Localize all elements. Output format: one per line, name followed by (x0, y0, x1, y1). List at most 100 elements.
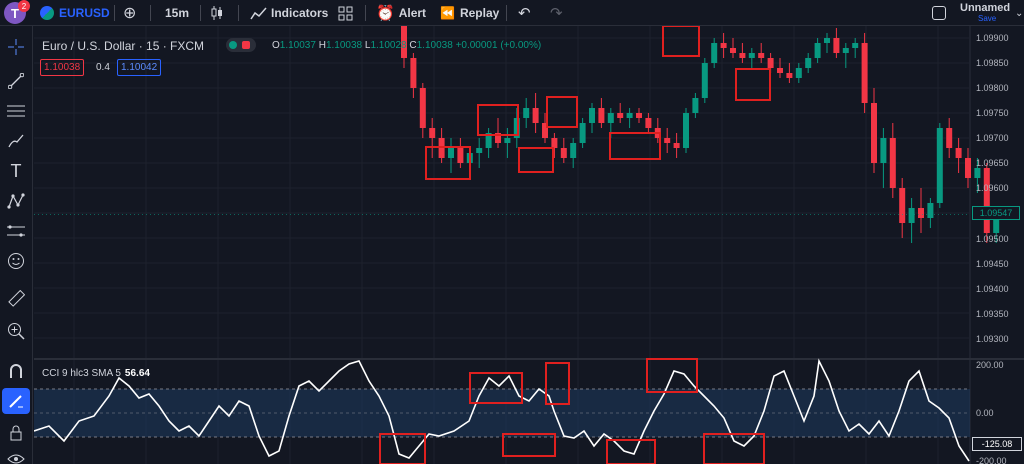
candle-body (701, 63, 708, 98)
price-axis-label: 1.09650 (976, 158, 1009, 168)
forecast-icon[interactable] (2, 218, 30, 244)
candle-body (401, 26, 407, 58)
candle-body (410, 58, 417, 88)
layout-checkbox[interactable] (932, 0, 946, 26)
candle-body (993, 218, 1000, 233)
ruler-icon[interactable] (2, 286, 30, 312)
candle-body (983, 168, 990, 233)
candle-body (861, 43, 868, 103)
lock-icon[interactable] (2, 420, 30, 446)
fib-icon[interactable] (2, 98, 30, 124)
candle-body (927, 203, 934, 218)
candle-body (871, 103, 877, 163)
candle-body (626, 113, 633, 118)
emoji-icon[interactable] (2, 248, 30, 274)
layout-name[interactable]: Unnamed (960, 2, 1011, 14)
templates-button[interactable] (338, 0, 353, 26)
zoom-in-icon[interactable] (2, 318, 30, 344)
candle-body (589, 108, 595, 123)
highlight-box (477, 104, 519, 136)
candle-body (730, 48, 736, 53)
chart-legend-title[interactable]: Euro / U.S. Dollar · 15 · FXCM (42, 39, 205, 53)
candle-body (833, 38, 840, 53)
candle-body (504, 138, 511, 143)
candle-body (758, 53, 765, 58)
candle-body (636, 113, 642, 118)
price-axis-label: 1.09850 (976, 58, 1009, 68)
buy-price-button[interactable]: 1.10042 (117, 59, 162, 76)
templates-icon (338, 6, 353, 20)
pattern-icon[interactable] (2, 188, 30, 214)
candle-body (429, 128, 436, 138)
candle-body (908, 208, 915, 223)
candle-body (936, 128, 943, 203)
cci-legend[interactable]: CCI 9 hlc3 SMA 5 56.64 (42, 368, 150, 379)
magnet-icon[interactable] (2, 358, 30, 384)
undo-icon[interactable]: ↶ (518, 5, 531, 22)
indicators-label: Indicators (271, 6, 329, 20)
candle-body (579, 123, 586, 143)
indicators-button[interactable]: Indicators (250, 0, 328, 26)
save-label[interactable]: Save (978, 14, 997, 23)
highlight-box (703, 433, 765, 464)
candle-body (419, 88, 426, 128)
price-axis-label: 1.09900 (976, 33, 1009, 43)
redo-icon[interactable]: ↷ (550, 5, 563, 22)
symbol-search-button[interactable]: EURUSD (40, 0, 110, 26)
price-axis-label: 1.09800 (976, 83, 1009, 93)
cci-axis-label: -200.00 (976, 456, 1007, 464)
eye-icon[interactable] (2, 446, 30, 464)
compare-add-icon[interactable]: ⊕ (123, 5, 137, 22)
candle-body (814, 43, 821, 58)
trendline-icon[interactable] (2, 68, 30, 94)
alert-button[interactable]: ⏰ Alert (376, 0, 426, 26)
candle-body (692, 98, 699, 113)
chart-area[interactable]: Euro / U.S. Dollar · 15 · FXCM O1.10037 … (34, 26, 1024, 464)
candle-body (899, 188, 906, 223)
rewind-icon: ⏪ (440, 6, 455, 20)
price-axis-label: 1.09350 (976, 309, 1009, 319)
chevron-down-icon[interactable]: ⌄ (1015, 7, 1024, 19)
candle-body (513, 118, 520, 138)
candle-body (805, 58, 812, 68)
current-price-tag: 1.09547 (972, 206, 1020, 220)
text-icon[interactable]: T (10, 160, 22, 181)
price-axis-label: 1.09500 (976, 234, 1009, 244)
candle-body (485, 133, 492, 148)
ohlc-values: O1.10037 H1.10038 L1.10028 C1.10038 +0.0… (272, 40, 542, 51)
candle-body (767, 58, 774, 68)
brush-icon[interactable] (2, 128, 30, 154)
price-axis-label: 1.09300 (976, 334, 1009, 344)
candle-body (457, 148, 464, 163)
top-toolbar: T 2 EURUSD ⊕ 15m Indicators ⏰ Alert ⏪ Re… (0, 0, 1024, 26)
interval-button[interactable]: 15m (165, 6, 190, 20)
candle-body (495, 133, 501, 143)
candle-body (560, 148, 567, 158)
candle-body (889, 138, 896, 188)
price-axis-label: 1.09400 (976, 284, 1009, 294)
highlight-box (735, 68, 771, 101)
candle-body (946, 128, 953, 148)
crosshair-icon[interactable] (2, 34, 30, 60)
alert-label: Alert (398, 6, 427, 20)
chart-canvas[interactable] (34, 26, 1024, 464)
chart-type-button[interactable] (210, 0, 224, 26)
cci-line (34, 358, 970, 462)
highlight-box (662, 26, 700, 57)
candle-body (748, 53, 755, 58)
highlight-box (609, 132, 661, 160)
toolbar-divider (200, 5, 201, 21)
toolbar-divider (238, 5, 239, 21)
highlight-box (606, 439, 656, 464)
candle-body (542, 123, 548, 138)
candle-body (532, 108, 539, 123)
highlight-box (502, 433, 556, 457)
replay-button[interactable]: ⏪ Replay (440, 0, 499, 26)
price-axis-label: 1.09450 (976, 259, 1009, 269)
spread-value: 0.4 (96, 62, 110, 73)
sell-price-button[interactable]: 1.10038 (40, 59, 85, 76)
candles-icon (211, 6, 222, 20)
highlight-box (425, 146, 471, 180)
candle-body (476, 148, 483, 153)
lock-drawing-icon[interactable] (2, 388, 30, 414)
